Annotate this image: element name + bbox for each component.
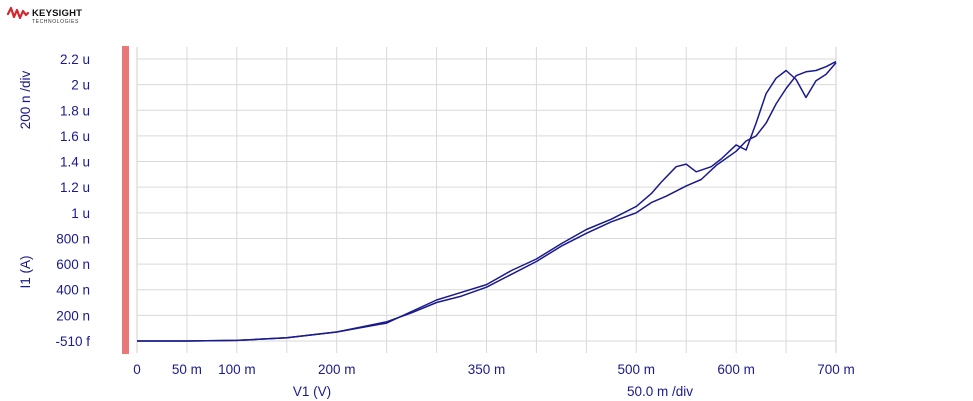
brand-name: KEYSIGHT: [32, 8, 83, 19]
keysight-logo: KEYSIGHT TECHNOLOGIES: [6, 6, 97, 26]
y-tick-label: 400 n: [56, 283, 90, 298]
y-tick-label: 1.8 u: [60, 103, 90, 118]
brand-subtitle: TECHNOLOGIES: [32, 19, 79, 25]
x-tick-label: 100 m: [218, 362, 256, 377]
y-tick-label: 2 u: [71, 78, 90, 93]
x-tick-label: 700 m: [817, 362, 855, 377]
y-tick-label: -510 f: [55, 334, 90, 349]
y-scale-label: 200 n /div: [18, 70, 33, 129]
y-tick-label: 1.6 u: [60, 129, 90, 144]
y-tick-label: 1.4 u: [60, 155, 90, 170]
series-line-1: [137, 60, 837, 342]
x-scale-label: 50.0 m /div: [627, 384, 693, 399]
grid-lines: [136, 47, 837, 353]
keysight-wave-icon: [6, 6, 30, 20]
y-tick-label: 800 n: [56, 231, 90, 246]
y-tick-label: 2.2 u: [60, 52, 90, 67]
y-axis-accent-bar: [122, 46, 129, 354]
y-tick-label: 1 u: [71, 206, 90, 221]
tick-labels: 0 50 m 100 m 200 m 350 m 500 m 600 m 700 m -510 …: [55, 52, 854, 377]
x-tick-label: 350 m: [468, 362, 506, 377]
x-tick-label: 500 m: [618, 362, 656, 377]
y-axis-label: I1 (A): [18, 255, 33, 288]
y-tick-label: 600 n: [56, 257, 90, 272]
y-tick-label: 1.2 u: [60, 180, 90, 195]
y-tick-label: 200 n: [56, 308, 90, 323]
x-tick-label: 600 m: [717, 362, 755, 377]
data-series: [137, 60, 837, 342]
x-tick-label: 200 m: [318, 362, 356, 377]
x-tick-label: 50 m: [172, 362, 202, 377]
x-tick-label: 0: [133, 362, 141, 377]
x-axis-label: V1 (V): [293, 384, 331, 399]
series-line-2: [137, 62, 837, 342]
